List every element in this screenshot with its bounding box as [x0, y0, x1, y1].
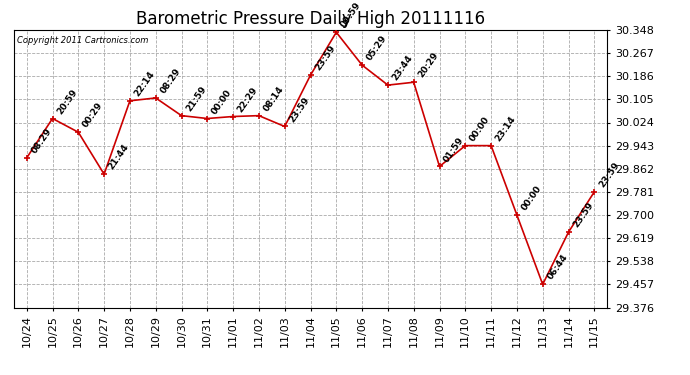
Text: 22:14: 22:14	[132, 69, 157, 98]
Text: 23:59: 23:59	[288, 95, 311, 124]
Text: 08:14: 08:14	[262, 84, 286, 113]
Text: 05:29: 05:29	[365, 34, 388, 62]
Title: Barometric Pressure Daily High 20111116: Barometric Pressure Daily High 20111116	[136, 10, 485, 28]
Text: 23:59: 23:59	[597, 160, 621, 189]
Text: 23:14: 23:14	[494, 114, 518, 143]
Text: 08:29: 08:29	[159, 66, 182, 95]
Text: 23:44: 23:44	[391, 54, 415, 82]
Text: 22:29: 22:29	[236, 85, 259, 114]
Text: 21:59: 21:59	[184, 84, 208, 113]
Text: 00:29: 00:29	[81, 101, 105, 129]
Text: 00:00: 00:00	[210, 87, 234, 116]
Text: 20:59: 20:59	[55, 87, 79, 116]
Text: 00:00: 00:00	[468, 115, 491, 143]
Text: 20:29: 20:29	[417, 51, 440, 80]
Text: 06:44: 06:44	[546, 253, 569, 282]
Text: 01:59: 01:59	[442, 135, 466, 164]
Text: 00:00: 00:00	[520, 184, 543, 212]
Text: 23:59: 23:59	[571, 201, 595, 230]
Text: 21:44: 21:44	[107, 142, 131, 171]
Text: 23:59: 23:59	[313, 44, 337, 72]
Text: Copyright 2011 Cartronics.com: Copyright 2011 Cartronics.com	[17, 36, 148, 45]
Text: 08:29: 08:29	[30, 126, 53, 155]
Text: 09:59: 09:59	[339, 1, 363, 30]
